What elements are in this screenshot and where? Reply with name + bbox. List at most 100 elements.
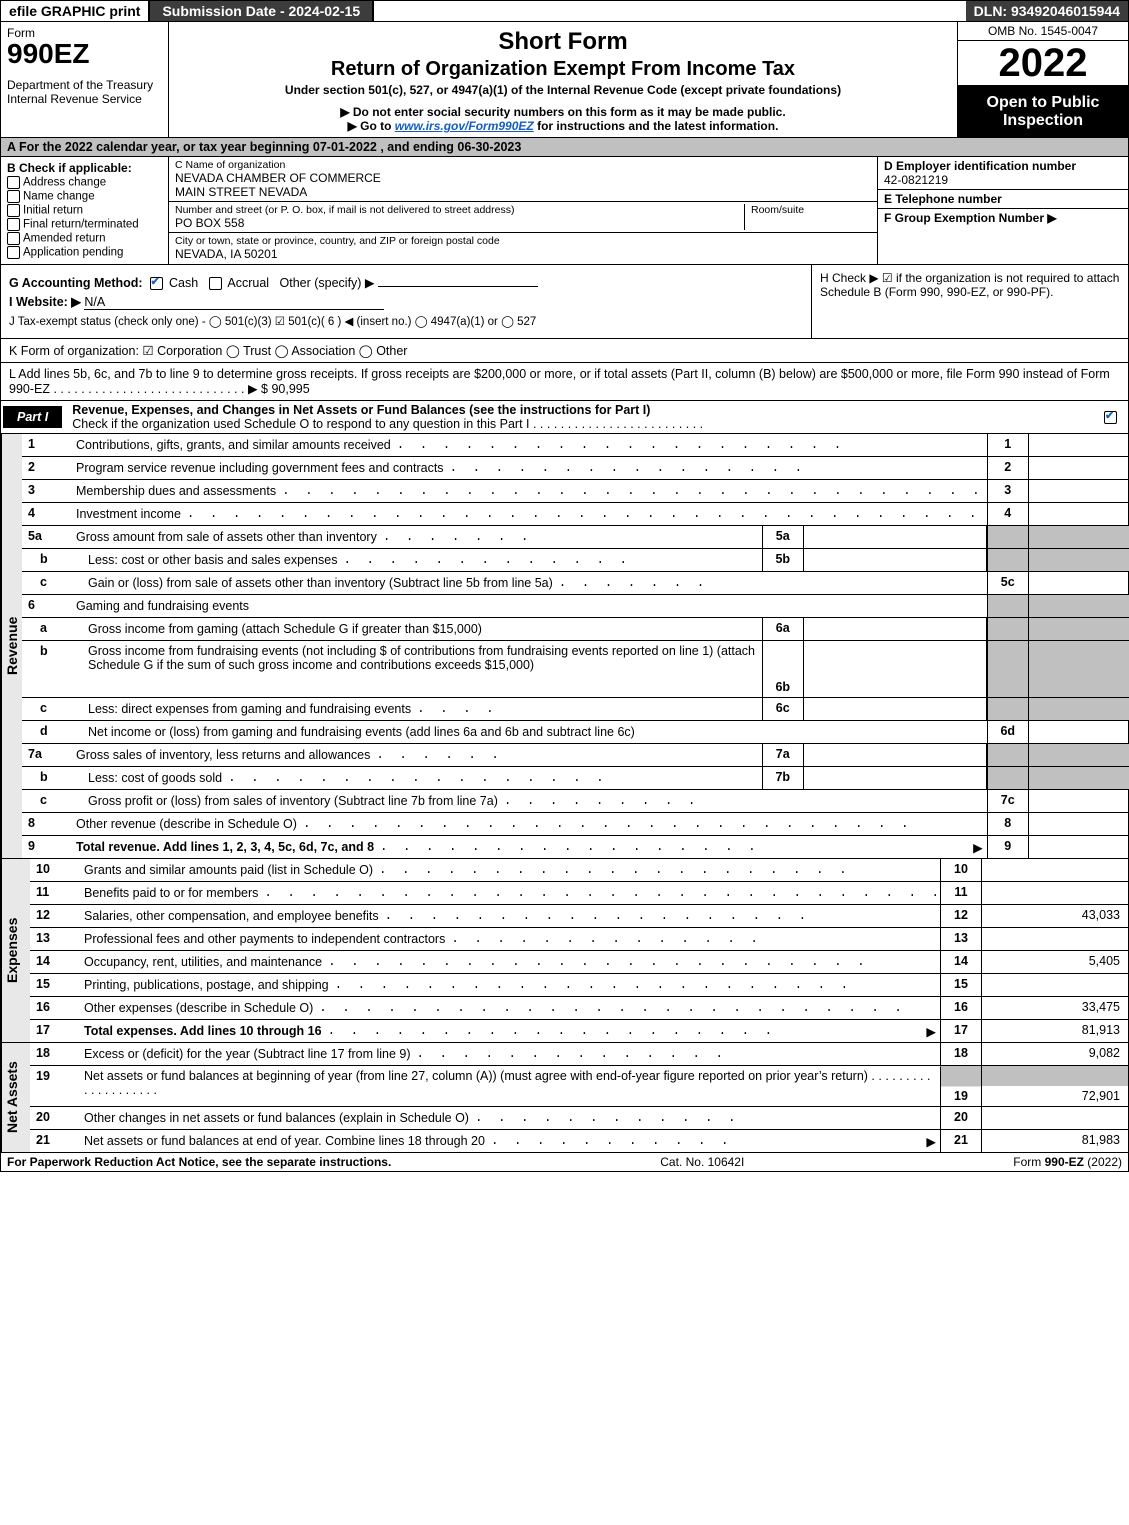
row-6c: cLess: direct expenses from gaming and f… (22, 698, 1129, 721)
revenue-table: Revenue 1Contributions, gifts, grants, a… (0, 434, 1129, 859)
chk-accrual[interactable] (209, 277, 222, 290)
i-website: N/A (84, 295, 384, 310)
c-name-label: C Name of organization (175, 159, 871, 171)
row-7a-desc: Gross sales of inventory, less returns a… (76, 748, 370, 762)
irs-label: Internal Revenue Service (7, 92, 162, 106)
chk-address-change[interactable]: Address change (7, 176, 162, 189)
row-6a-desc: Gross income from gaming (attach Schedul… (88, 622, 482, 636)
section-def: D Employer identification number 42-0821… (877, 157, 1128, 264)
row-11: 11Benefits paid to or for members. . . .… (30, 882, 1128, 905)
block-ghij: G Accounting Method: Cash Accrual Other … (0, 265, 1129, 339)
dln-label: DLN: 93492046015944 (966, 1, 1128, 21)
expenses-table: Expenses 10Grants and similar amounts pa… (0, 859, 1129, 1043)
chk-cash[interactable] (150, 277, 163, 290)
revenue-grid: 1Contributions, gifts, grants, and simil… (22, 434, 1129, 858)
row-10: 10Grants and similar amounts paid (list … (30, 859, 1128, 882)
l-line: L Add lines 5b, 6c, and 7b to line 9 to … (0, 363, 1129, 401)
d-ein: 42-0821219 (884, 173, 1122, 187)
ssn-note: ▶ Do not enter social security numbers o… (179, 105, 947, 119)
row-15-desc: Printing, publications, postage, and shi… (84, 978, 329, 992)
footer-right: Form 990-EZ (2022) (1013, 1155, 1122, 1169)
row-7c-desc: Gross profit or (loss) from sales of inv… (88, 794, 498, 808)
efile-label[interactable]: efile GRAPHIC print (1, 1, 150, 21)
block-bcdef: B Check if applicable: Address change Na… (0, 157, 1129, 265)
goto-post: for instructions and the latest informat… (537, 119, 778, 133)
g-other: Other (specify) ▶ (280, 276, 375, 290)
row-6b: bGross income from fundraising events (n… (22, 641, 1129, 698)
c-city-label: City or town, state or province, country… (175, 235, 871, 247)
page-footer: For Paperwork Reduction Act Notice, see … (0, 1153, 1129, 1172)
chk-name-change[interactable]: Name change (7, 190, 162, 203)
row-7a: 7aGross sales of inventory, less returns… (22, 744, 1129, 767)
arrow-icon: ▶ (973, 840, 983, 855)
b-label: B Check if applicable: (7, 161, 162, 175)
part-i-header: Part I Revenue, Expenses, and Changes in… (0, 401, 1129, 434)
g-accrual: Accrual (227, 276, 269, 290)
row-7b: bLess: cost of goods sold. . . . . . . .… (22, 767, 1129, 790)
row-4-desc: Investment income (76, 507, 181, 521)
chk-amended-return-label: Amended return (23, 233, 105, 245)
row-6d-desc: Net income or (loss) from gaming and fun… (88, 725, 635, 739)
top-bar: efile GRAPHIC print Submission Date - 20… (0, 0, 1129, 22)
c-city-val: NEVADA, IA 50201 (175, 247, 871, 261)
part-i-sub: Check if the organization used Schedule … (72, 417, 529, 431)
f-label: F Group Exemption Number ▶ (884, 211, 1122, 225)
row-14-desc: Occupancy, rent, utilities, and maintena… (84, 955, 322, 969)
chk-final-return-label: Final return/terminated (23, 219, 139, 231)
row-1: 1Contributions, gifts, grants, and simil… (22, 434, 1129, 457)
row-20-desc: Other changes in net assets or fund bala… (84, 1111, 469, 1125)
c-org-name2: MAIN STREET NEVADA (175, 185, 871, 199)
c-addr-label: Number and street (or P. O. box, if mail… (175, 204, 738, 216)
c-org-name1: NEVADA CHAMBER OF COMMERCE (175, 171, 871, 185)
row-14: 14Occupancy, rent, utilities, and mainte… (30, 951, 1128, 974)
e-row: E Telephone number (878, 190, 1128, 209)
form-header: Form 990EZ Department of the Treasury In… (0, 22, 1129, 138)
part-i-checkbox[interactable] (1096, 408, 1128, 426)
row-6: 6Gaming and fundraising events (22, 595, 1129, 618)
section-b: B Check if applicable: Address change Na… (1, 157, 169, 264)
row-6-desc: Gaming and fundraising events (76, 599, 249, 613)
chk-application-pending[interactable]: Application pending (7, 246, 162, 259)
chk-final-return[interactable]: Final return/terminated (7, 218, 162, 231)
g-label: G Accounting Method: (9, 276, 143, 290)
row-7c: cGross profit or (loss) from sales of in… (22, 790, 1129, 813)
row-18: 18Excess or (deficit) for the year (Subt… (30, 1043, 1128, 1066)
row-6b-desc: Gross income from fundraising events (no… (88, 644, 755, 672)
chk-address-change-label: Address change (23, 177, 106, 189)
row-11-desc: Benefits paid to or for members (84, 886, 258, 900)
title-short-form: Short Form (179, 28, 947, 56)
row-19-desc: Net assets or fund balances at beginning… (84, 1069, 868, 1083)
g-line: G Accounting Method: Cash Accrual Other … (9, 275, 803, 290)
row-4: 4Investment income. . . . . . . . . . . … (22, 503, 1129, 526)
g-other-input[interactable] (378, 286, 538, 287)
l-text: L Add lines 5b, 6c, and 7b to line 9 to … (9, 367, 1110, 396)
ghij-left: G Accounting Method: Cash Accrual Other … (1, 265, 811, 338)
row-19: 19Net assets or fund balances at beginni… (30, 1066, 1128, 1107)
row-21: 21Net assets or fund balances at end of … (30, 1130, 1128, 1152)
form-number: 990EZ (7, 40, 162, 68)
row-5c-desc: Gain or (loss) from sale of assets other… (88, 576, 553, 590)
chk-initial-return[interactable]: Initial return (7, 204, 162, 217)
topbar-spacer (374, 1, 966, 21)
row-5a-desc: Gross amount from sale of assets other t… (76, 530, 377, 544)
row-2-desc: Program service revenue including govern… (76, 461, 444, 475)
row-10-desc: Grants and similar amounts paid (list in… (84, 863, 373, 877)
title-return: Return of Organization Exempt From Incom… (179, 58, 947, 81)
row-5b: bLess: cost or other basis and sales exp… (22, 549, 1129, 572)
arrow-icon: ▶ (926, 1024, 936, 1039)
row-20: 20Other changes in net assets or fund ba… (30, 1107, 1128, 1130)
netassets-side-label: Net Assets (1, 1043, 30, 1152)
row-21-desc: Net assets or fund balances at end of ye… (84, 1134, 485, 1148)
c-addr-val: PO BOX 558 (175, 216, 738, 230)
header-left: Form 990EZ Department of the Treasury In… (1, 22, 169, 137)
g-cash: Cash (169, 276, 198, 290)
chk-amended-return[interactable]: Amended return (7, 232, 162, 245)
irs-link[interactable]: www.irs.gov/Form990EZ (395, 119, 534, 133)
row-9-desc: Total revenue. Add lines 1, 2, 3, 4, 5c,… (76, 840, 374, 854)
chk-application-pending-label: Application pending (23, 247, 123, 259)
l-value: 90,995 (271, 382, 309, 396)
expenses-grid: 10Grants and similar amounts paid (list … (30, 859, 1128, 1042)
i-line: I Website: ▶ N/A (9, 294, 803, 310)
open-public: Open to Public Inspection (958, 86, 1128, 137)
chk-initial-return-label: Initial return (23, 205, 83, 217)
